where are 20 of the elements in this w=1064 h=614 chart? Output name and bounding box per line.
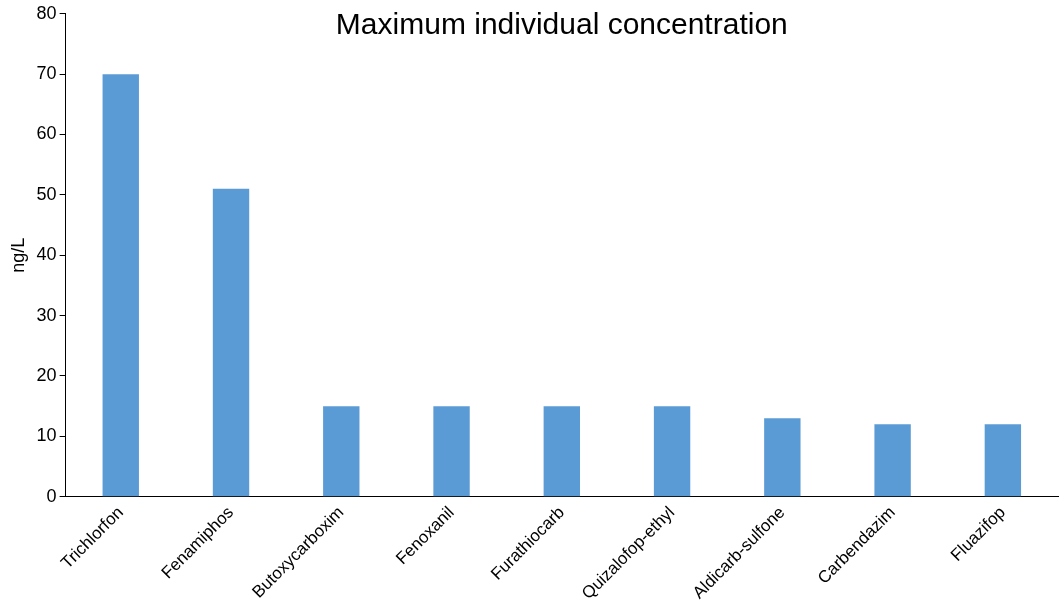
y-tick-label: 80 [36,2,57,23]
bar [212,188,250,497]
bar [102,74,139,497]
y-axis-title: ng/L [7,237,28,273]
chart-title: Maximum individual concentration [335,7,788,41]
bar [764,418,801,497]
y-tick-label: 40 [36,244,57,265]
bar [874,424,911,497]
bar [543,406,580,497]
y-tick-label: 70 [36,63,57,84]
y-tick-label: 50 [36,183,57,204]
bar [653,406,691,497]
y-tick-label: 10 [36,425,57,446]
y-tick-label: 0 [46,485,57,506]
y-tick-label: 30 [36,304,57,325]
bar [984,424,1022,497]
bar [433,406,470,497]
bar [323,406,360,497]
y-tick-label: 20 [36,364,57,385]
y-tick-label: 60 [36,123,57,144]
